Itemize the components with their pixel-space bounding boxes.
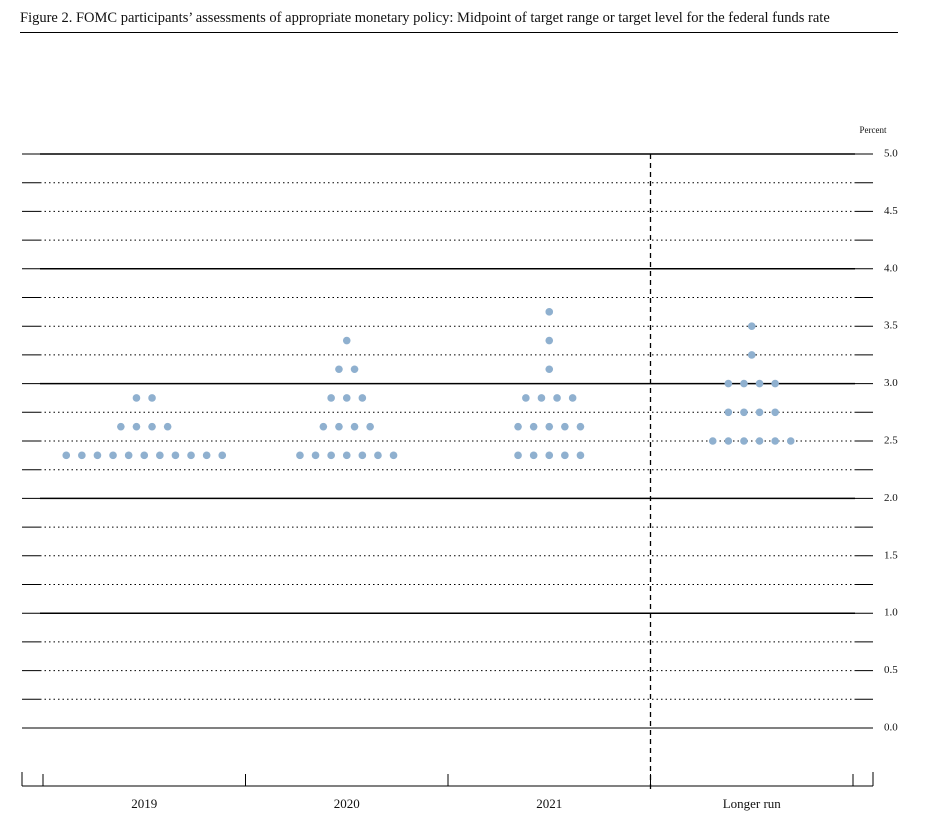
y-tick-label: 0.5 — [884, 664, 898, 676]
dot — [132, 422, 141, 431]
dot — [724, 379, 733, 388]
dot — [545, 308, 554, 316]
y-tick-label: 4.0 — [884, 262, 898, 274]
dot — [335, 365, 343, 374]
x-tick-label: 2021 — [536, 796, 562, 811]
dot — [724, 437, 733, 445]
y-tick-label: 4.5 — [884, 205, 898, 217]
dot — [117, 422, 125, 431]
dot — [342, 451, 351, 460]
dot — [771, 408, 779, 417]
dot — [327, 451, 335, 460]
dot — [561, 451, 569, 460]
dot — [568, 394, 577, 402]
dot — [545, 451, 554, 460]
y-axis-label: Percent — [860, 125, 887, 135]
dot — [350, 365, 359, 374]
dot — [132, 394, 141, 402]
dot — [740, 379, 748, 388]
dot — [529, 451, 538, 460]
dot — [350, 422, 359, 431]
dot — [358, 451, 367, 460]
dot — [62, 451, 71, 460]
dot — [771, 379, 779, 388]
dot — [93, 451, 102, 460]
dot — [514, 422, 522, 431]
dot — [342, 394, 351, 402]
dot — [366, 422, 374, 431]
dot — [576, 451, 585, 460]
dot — [522, 394, 530, 402]
dot — [342, 336, 351, 345]
dot — [335, 422, 343, 431]
dot — [747, 322, 756, 331]
y-tick-label: 1.5 — [884, 549, 898, 561]
y-tick-label: 5.0 — [884, 148, 898, 160]
dot — [553, 394, 561, 402]
dot — [78, 451, 86, 460]
dot — [109, 451, 117, 460]
dot — [740, 437, 748, 445]
dot — [545, 365, 554, 374]
y-tick-label: 2.5 — [884, 435, 898, 447]
dot — [771, 437, 779, 445]
dot — [124, 451, 133, 460]
y-tick-label: 3.0 — [884, 377, 898, 389]
dot — [218, 451, 227, 460]
x-tick-label: Longer run — [723, 796, 782, 811]
dot — [140, 451, 149, 460]
dot — [374, 451, 382, 460]
dot — [171, 451, 180, 460]
dot — [358, 394, 367, 402]
dot — [747, 351, 756, 359]
dot — [327, 394, 335, 402]
y-tick-label: 2.0 — [884, 492, 898, 504]
dot — [514, 451, 522, 460]
dot — [311, 451, 320, 460]
y-tick-label: 3.5 — [884, 320, 898, 332]
dot — [156, 451, 164, 460]
dot — [319, 422, 328, 431]
dot — [163, 422, 172, 431]
dot — [296, 451, 304, 460]
dot — [755, 379, 764, 388]
dot — [537, 394, 546, 402]
dot — [708, 437, 717, 445]
y-tick-label: 1.0 — [884, 607, 898, 619]
dot — [724, 408, 733, 417]
dot — [755, 408, 764, 417]
chart-title: Figure 2. FOMC participants’ assessments… — [20, 8, 898, 33]
dot — [786, 437, 795, 445]
dot — [187, 451, 195, 460]
y-tick-label: 0.0 — [884, 722, 898, 734]
dot — [755, 437, 764, 445]
dot — [576, 422, 585, 431]
x-tick-label: 2020 — [334, 796, 360, 811]
dot — [561, 422, 569, 431]
dot — [740, 408, 748, 417]
dot — [545, 422, 554, 431]
dot — [148, 422, 156, 431]
dot — [148, 394, 156, 402]
dot — [545, 336, 554, 345]
dot — [529, 422, 538, 431]
x-tick-label: 2019 — [131, 796, 157, 811]
dot — [202, 451, 211, 460]
dot — [389, 451, 398, 460]
